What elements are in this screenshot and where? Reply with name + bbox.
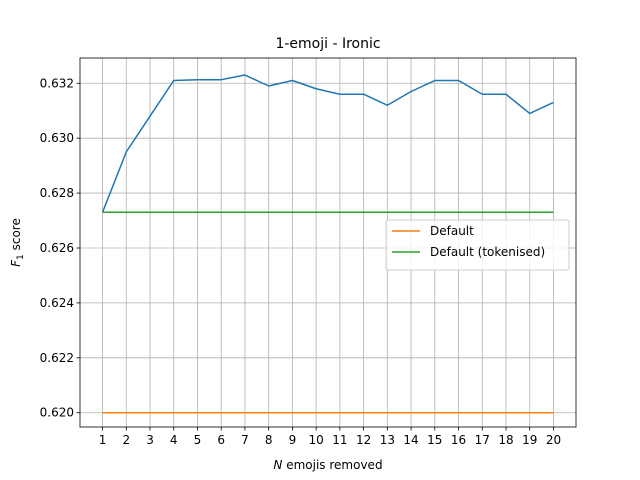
x-axis-label-rest: emojis removed	[282, 458, 382, 472]
x-axis-label-italic: N	[273, 458, 282, 472]
x-tick-label: 8	[265, 433, 273, 447]
x-tick-label: 6	[217, 433, 225, 447]
legend: Default Default (tokenised)	[385, 219, 570, 271]
x-tick-label: 4	[170, 433, 178, 447]
y-tick-label: 0.624	[40, 296, 74, 310]
plot-frame	[79, 57, 577, 428]
series-line-0	[101, 74, 554, 213]
x-tick-label: 13	[380, 433, 395, 447]
y-axis-label-main: F	[9, 259, 23, 267]
x-tick-label: 10	[308, 433, 323, 447]
series-lines	[101, 74, 554, 414]
x-tick-label: 15	[427, 433, 442, 447]
chart-title: 1-emoji - Ironic	[275, 36, 380, 52]
x-tick-label: 18	[498, 433, 513, 447]
legend-label: Default (tokenised)	[430, 245, 545, 259]
y-tick-label: 0.628	[40, 186, 74, 200]
y-tick-label: 0.630	[40, 131, 74, 145]
x-tick-label: 19	[522, 433, 537, 447]
y-tick-label: 0.622	[40, 351, 74, 365]
legend-label: Default	[430, 224, 474, 238]
x-tick-label: 7	[241, 433, 249, 447]
y-axis-label: F1 score	[9, 218, 26, 267]
y-axis-ticks: 0.620 0.622 0.624 0.626 0.628 0.630 0.632	[40, 76, 80, 420]
x-tick-label: 20	[546, 433, 561, 447]
y-tick-label: 0.620	[40, 406, 74, 420]
x-tick-label: 3	[146, 433, 154, 447]
x-tick-label: 11	[332, 433, 347, 447]
x-axis-label: N emojis removed	[273, 458, 382, 472]
x-tick-label: 2	[122, 433, 130, 447]
x-axis-ticks: 1 2 3 4 5 6 7 8 9 10 11 12 13 14 15 16 17 18 19 20	[99, 427, 561, 447]
x-tick-label: 9	[289, 433, 297, 447]
x-tick-label: 12	[356, 433, 371, 447]
y-tick-label: 0.626	[40, 241, 74, 255]
x-tick-label: 16	[451, 433, 466, 447]
legend-box	[385, 219, 570, 271]
x-tick-label: 17	[475, 433, 490, 447]
x-tick-label: 1	[99, 433, 107, 447]
y-tick-label: 0.632	[40, 76, 74, 90]
x-tick-label: 5	[194, 433, 202, 447]
y-axis-label-subscript: 1	[16, 254, 26, 260]
y-axis-label-rest: score	[9, 218, 23, 254]
x-tick-label: 14	[403, 433, 418, 447]
